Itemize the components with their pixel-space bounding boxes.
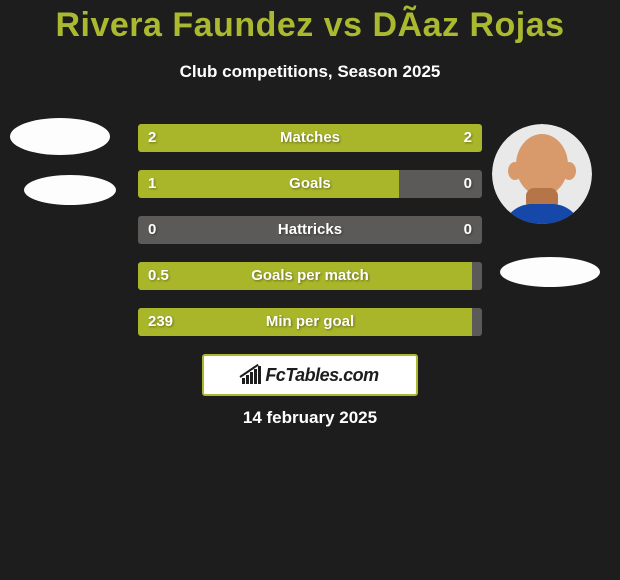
player-right-avatar [492, 124, 592, 224]
avatar-ear-right [562, 162, 576, 180]
stat-label: Min per goal [138, 308, 482, 336]
avatar-ear-left [508, 162, 522, 180]
stat-row-hattricks: 0 Hattricks 0 [138, 216, 482, 244]
brand-bar-2 [246, 375, 249, 384]
comparison-infographic: Rivera Faundez vs DÃ­az Rojas Club compe… [0, 0, 620, 580]
brand-bar-5 [258, 366, 261, 384]
stats-block: 2 Matches 2 1 Goals 0 0 Hattricks 0 0.5 … [138, 124, 482, 354]
player-left-avatar [10, 118, 110, 155]
page-subtitle: Club competitions, Season 2025 [0, 62, 620, 82]
stat-row-goals-per-match: 0.5 Goals per match [138, 262, 482, 290]
stat-value-right: 0 [464, 170, 472, 198]
stat-row-goals: 1 Goals 0 [138, 170, 482, 198]
avatar-head [516, 134, 568, 196]
stat-value-right: 2 [464, 124, 472, 152]
player-left-flag [24, 175, 116, 205]
page-title: Rivera Faundez vs DÃ­az Rojas [0, 6, 620, 45]
stat-value-right: 0 [464, 216, 472, 244]
stat-row-min-per-goal: 239 Min per goal [138, 308, 482, 336]
brand-bar-4 [254, 369, 257, 384]
brand-chart-icon [241, 366, 261, 384]
brand-text: FcTables.com [265, 365, 378, 386]
brand-bar-3 [250, 372, 253, 384]
date-text: 14 february 2025 [0, 408, 620, 428]
stat-label: Matches [138, 124, 482, 152]
brand-bar-1 [242, 378, 245, 384]
stat-label: Goals per match [138, 262, 482, 290]
brand-badge: FcTables.com [202, 354, 418, 396]
stat-label: Hattricks [138, 216, 482, 244]
player-right-flag [500, 257, 600, 287]
stat-label: Goals [138, 170, 482, 198]
stat-row-matches: 2 Matches 2 [138, 124, 482, 152]
